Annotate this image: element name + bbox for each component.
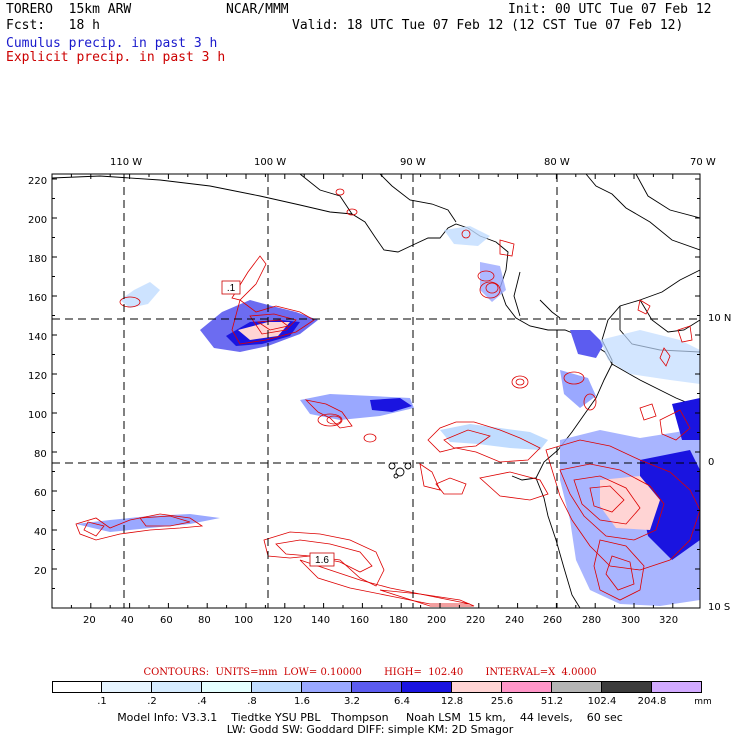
x-label: 280 bbox=[582, 615, 602, 626]
x-label: 320 bbox=[659, 615, 679, 626]
colorbar-label: .1 bbox=[97, 696, 107, 707]
colorbar-label: 102.4 bbox=[587, 696, 617, 707]
x-label: 240 bbox=[505, 615, 525, 626]
colorbar-bin bbox=[252, 681, 302, 693]
explicit-precip-contours bbox=[75, 188, 700, 607]
lat-label-0: 0 bbox=[708, 457, 715, 468]
y-label: 40 bbox=[34, 527, 47, 538]
cumulus-precip-label: Cumulus precip. in past 3 h bbox=[6, 36, 218, 51]
x-label: 180 bbox=[389, 615, 409, 626]
org-label: NCAR/MMM bbox=[226, 2, 289, 17]
contour-label-box-1: .1 bbox=[221, 280, 241, 295]
svg-text:1.6: 1.6 bbox=[315, 555, 329, 566]
colorbar-bin bbox=[552, 681, 602, 693]
colorbar-label: .8 bbox=[247, 696, 257, 707]
colorbar-label: 3.2 bbox=[344, 696, 360, 707]
colorbar-bin bbox=[102, 681, 152, 693]
lon-label-100w: 100 W bbox=[254, 157, 287, 168]
lon-label-70w: 70 W bbox=[690, 157, 716, 168]
colorbar-label: 51.2 bbox=[540, 696, 564, 707]
colorbar-units: mm bbox=[694, 697, 712, 707]
y-label: 220 bbox=[28, 176, 48, 187]
contour-label-box-2: 1.6 bbox=[309, 552, 335, 567]
x-label: 120 bbox=[273, 615, 293, 626]
x-label: 20 bbox=[83, 615, 96, 626]
y-label: 140 bbox=[28, 332, 48, 343]
lat-label-10n: 10 N bbox=[708, 313, 732, 324]
colorbar-bin bbox=[302, 681, 352, 693]
x-label: 80 bbox=[198, 615, 211, 626]
lon-label-80w: 80 W bbox=[544, 157, 570, 168]
y-label: 120 bbox=[28, 371, 48, 382]
colorbar-label: .4 bbox=[197, 696, 207, 707]
y-label: 20 bbox=[34, 566, 47, 577]
x-label: 300 bbox=[621, 615, 641, 626]
colorbar-bin bbox=[602, 681, 652, 693]
colorbar-bin bbox=[652, 681, 702, 693]
cumulus-precip-shading bbox=[76, 226, 700, 606]
x-label: 40 bbox=[121, 615, 134, 626]
x-label: 260 bbox=[543, 615, 563, 626]
galapagos-islands bbox=[388, 462, 412, 479]
colorbar-label: 1.6 bbox=[294, 696, 310, 707]
y-label: 160 bbox=[28, 293, 48, 304]
y-label: 180 bbox=[28, 254, 48, 265]
y-label: 200 bbox=[28, 215, 48, 226]
y-label: 100 bbox=[28, 410, 48, 421]
x-label: 60 bbox=[160, 615, 173, 626]
colorbar-bin bbox=[502, 681, 552, 693]
physics-info: LW: Godd SW: Goddard DIFF: simple KM: 2D… bbox=[226, 723, 514, 736]
colorbar-label: .2 bbox=[147, 696, 157, 707]
lat-lon-grid bbox=[52, 174, 700, 608]
x-label: 160 bbox=[350, 615, 370, 626]
colorbar-bin bbox=[402, 681, 452, 693]
explicit-precip-label: Explicit precip. in past 3 h bbox=[6, 50, 226, 65]
map-frame bbox=[51, 173, 701, 609]
svg-text:.1: .1 bbox=[227, 283, 236, 294]
x-label: 220 bbox=[466, 615, 486, 626]
y-label: 60 bbox=[34, 488, 47, 499]
axis-tickmarks bbox=[51, 174, 700, 609]
x-label: 140 bbox=[311, 615, 331, 626]
x-label: 200 bbox=[427, 615, 447, 626]
init-time: Init: 00 UTC Tue 07 Feb 12 bbox=[508, 2, 712, 17]
model-info: Model Info: V3.3.1 Tiedtke YSU PBL Thomp… bbox=[117, 711, 623, 724]
lat-label-10s: 10 S bbox=[708, 602, 731, 613]
model-title: TORERO 15km ARW bbox=[6, 2, 132, 17]
lon-label-90w: 90 W bbox=[400, 157, 426, 168]
colorbar-bin bbox=[52, 681, 102, 693]
x-label: 100 bbox=[234, 615, 254, 626]
colorbar-label: 25.6 bbox=[490, 696, 514, 707]
colorbar-label: 204.8 bbox=[637, 696, 667, 707]
contours-info: CONTOURS: UNITS=mm LOW= 0.10000 HIGH= 10… bbox=[143, 667, 597, 678]
colorbar-label: 6.4 bbox=[394, 696, 410, 707]
forecast-hour: Fcst: 18 h bbox=[6, 18, 100, 33]
y-label: 80 bbox=[34, 449, 47, 460]
lon-label-110w: 110 W bbox=[110, 157, 143, 168]
colorbar-bin bbox=[352, 681, 402, 693]
valid-time: Valid: 18 UTC Tue 07 Feb 12 (12 CST Tue … bbox=[292, 18, 684, 33]
colorbar-bin bbox=[452, 681, 502, 693]
colorbar-bin bbox=[202, 681, 252, 693]
colorbar-bin bbox=[152, 681, 202, 693]
colorbar-label: 12.8 bbox=[440, 696, 464, 707]
